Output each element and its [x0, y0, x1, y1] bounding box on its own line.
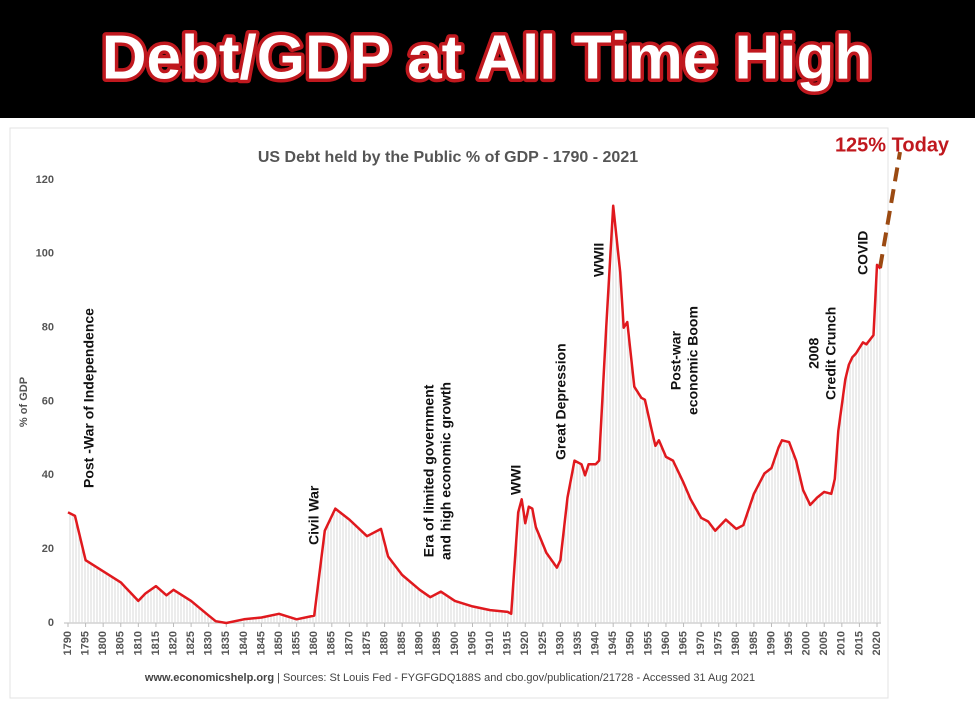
y-tick-label: 120 [36, 174, 54, 186]
x-tick-label: 1795 [79, 631, 91, 655]
x-tick-label: 1895 [431, 631, 443, 655]
y-axis-label: % of GDP [18, 377, 30, 427]
chart-title: US Debt held by the Public % of GDP - 17… [258, 149, 638, 166]
annotation: 2008 [806, 338, 822, 369]
x-tick-label: 1880 [378, 631, 390, 655]
x-tick-label: 2000 [801, 631, 813, 655]
x-tick-label: 1825 [185, 631, 197, 655]
x-tick-label: 1935 [572, 631, 584, 655]
y-tick-label: 80 [42, 322, 54, 334]
source-text: | Sources: St Louis Fed - FYGFGDQ188S an… [277, 672, 755, 684]
banner-title: Debt/GDP at All Time High [102, 23, 873, 92]
x-tick-label: 1960 [660, 631, 672, 655]
x-tick-label: 1950 [625, 631, 637, 655]
x-tick-label: 1845 [255, 631, 267, 655]
x-tick-label: 1870 [343, 631, 355, 655]
x-tick-label: 1915 [502, 631, 514, 655]
x-tick-label: 1800 [97, 631, 109, 655]
x-tick-label: 1835 [220, 631, 232, 655]
x-tick-label: 1865 [326, 631, 338, 655]
x-tick-label: 1945 [607, 631, 619, 655]
line [67, 204, 882, 625]
x-tick-label: 1810 [132, 631, 144, 655]
x-tick-label: 1980 [730, 631, 742, 655]
annotation: Great Depression [553, 343, 569, 460]
x-tick-label: 1815 [150, 631, 162, 655]
x-tick-label: 1850 [273, 631, 285, 655]
x-tick-label: 1965 [677, 631, 689, 655]
x-tick-label: 1990 [765, 631, 777, 655]
x-tick-label: 2005 [818, 631, 830, 655]
annotation: Post-war [668, 330, 684, 390]
source-site: www.economicshelp.org [144, 672, 274, 684]
x-tick-label: 1955 [642, 631, 654, 655]
y-tick-label: 40 [42, 469, 54, 481]
x-tick-label: 1840 [238, 631, 250, 655]
x-tick-label: 1830 [203, 631, 215, 655]
x-tick-label: 1925 [537, 631, 549, 655]
x-tick-label: 1820 [167, 631, 179, 655]
x-tick-label: 1920 [519, 631, 531, 655]
x-tick-label: 1885 [396, 631, 408, 655]
x-tick-label: 1875 [361, 631, 373, 655]
annotation: Post -War of Independence [81, 308, 97, 488]
annotation: Era of limited government [421, 384, 437, 557]
x-tick-label: 2010 [836, 631, 848, 655]
x-tick-label: 2020 [871, 631, 883, 655]
x-tick-label: 1805 [115, 631, 127, 655]
x-tick-label: 1900 [449, 631, 461, 655]
x-tick-label: 1855 [291, 631, 303, 655]
x-tick-label: 1995 [783, 631, 795, 655]
source-note: www.economicshelp.org | Sources: St Loui… [144, 672, 755, 684]
banner [0, 0, 975, 118]
x-tick-label: 1790 [62, 631, 74, 655]
x-tick-label: 1905 [466, 631, 478, 655]
annotation: Civil War [306, 485, 322, 545]
x-tick-label: 1890 [414, 631, 426, 655]
y-tick-label: 100 [36, 248, 54, 260]
y-tick-label: 20 [42, 543, 54, 555]
x-tick-label: 1985 [748, 631, 760, 655]
annotation: economic Boom [685, 306, 701, 415]
projection-dash [878, 151, 902, 269]
x-tick-label: 2015 [853, 631, 865, 655]
annotation: and high economic growth [438, 382, 454, 560]
annotation: WWI [508, 465, 524, 495]
y-tick-label: 60 [42, 395, 54, 407]
area [68, 205, 881, 624]
y-tick-label: 0 [48, 617, 54, 629]
annotation: COVID [855, 231, 871, 275]
x-tick-label: 1910 [484, 631, 496, 655]
x-tick-label: 1930 [554, 631, 566, 655]
x-tick-label: 1970 [695, 631, 707, 655]
callout: 125% Today [835, 134, 950, 156]
x-tick-label: 1940 [590, 631, 602, 655]
x-tick-label: 1975 [713, 631, 725, 655]
annotation: Credit Crunch [823, 307, 839, 400]
annotation: WWII [591, 243, 607, 277]
x-tick-label: 1860 [308, 631, 320, 655]
